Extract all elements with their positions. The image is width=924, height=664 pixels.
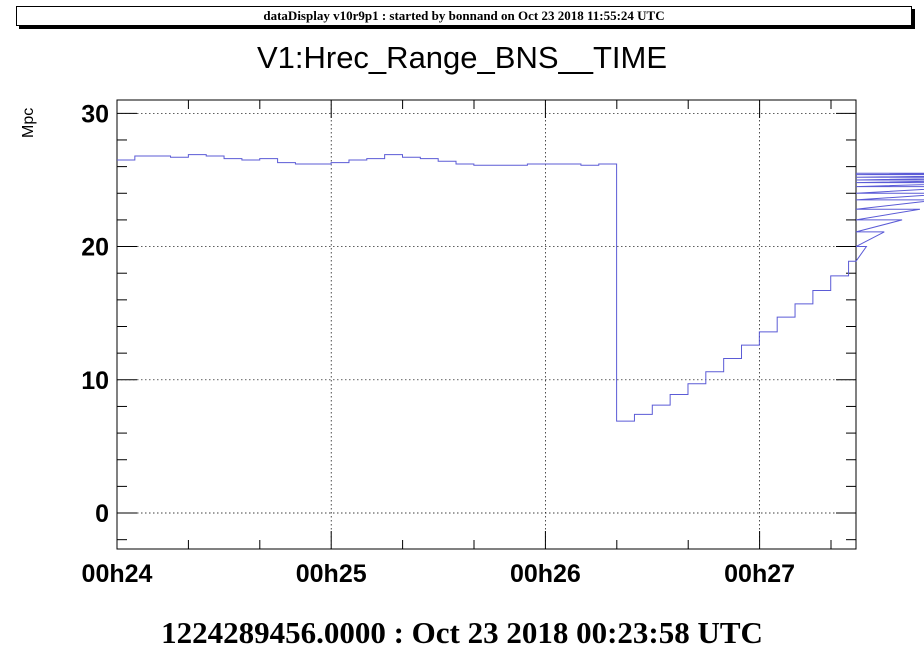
data-bin xyxy=(759,331,777,333)
data-bin xyxy=(349,159,367,161)
data-bin xyxy=(278,162,296,164)
status-banner: dataDisplay v10r9p1 : started by bonnand… xyxy=(16,6,912,26)
data-bin xyxy=(171,156,189,158)
data-bin xyxy=(634,413,652,415)
data-bin xyxy=(670,393,688,395)
data-bin xyxy=(527,163,545,165)
data-bin xyxy=(135,155,153,157)
data-bin xyxy=(260,158,278,160)
y-tick-label: 20 xyxy=(81,234,109,262)
data-bin xyxy=(688,383,706,385)
y-tick-label: 30 xyxy=(81,100,109,128)
grid-lines xyxy=(117,100,856,549)
x-tick-label: 00h24 xyxy=(82,560,153,588)
data-bin xyxy=(313,163,331,165)
data-bin xyxy=(831,275,849,277)
data-bin xyxy=(617,420,635,422)
data-bin xyxy=(295,163,313,165)
data-bin xyxy=(153,155,171,157)
data-bin xyxy=(545,163,563,165)
y-tick-label: 0 xyxy=(95,500,109,528)
data-bin xyxy=(492,164,510,166)
data-bin xyxy=(420,158,438,160)
x-tick-label: 00h27 xyxy=(724,560,795,588)
data-bin xyxy=(795,303,813,305)
data-bin xyxy=(474,164,492,166)
data-bin xyxy=(188,154,206,156)
data-bin xyxy=(510,164,528,166)
data-bin xyxy=(402,156,420,158)
data-bin xyxy=(599,163,617,165)
data-bin xyxy=(242,159,260,161)
plot-frame xyxy=(116,99,857,550)
data-bin xyxy=(742,344,760,346)
data-bin xyxy=(563,163,581,165)
series-group xyxy=(117,154,924,422)
y-tick-label: 10 xyxy=(81,367,109,395)
data-bin xyxy=(777,316,795,318)
axis-ticks xyxy=(116,100,856,549)
data-bin xyxy=(581,164,599,166)
data-bin xyxy=(724,357,742,359)
tick-labels: 00h24 00h25 00h26 00h27 0 10 20 30 xyxy=(81,100,795,588)
data-bin xyxy=(206,155,224,157)
chart-title: V1:Hrec_Range_BNS__TIME xyxy=(256,40,668,75)
data-bin xyxy=(456,163,474,165)
data-bin xyxy=(224,158,242,160)
data-bin xyxy=(813,290,831,292)
data-bin xyxy=(367,158,385,160)
x-tick-label: 00h26 xyxy=(510,560,581,588)
series-line xyxy=(117,154,924,422)
data-bin xyxy=(438,160,456,162)
gps-timestamp: 1224289456.0000 : Oct 23 2018 00:23:58 U… xyxy=(161,615,763,650)
data-bin xyxy=(849,260,856,262)
data-bin xyxy=(706,371,724,373)
data-bin xyxy=(385,154,403,156)
data-bin xyxy=(331,162,349,164)
data-bin xyxy=(117,159,135,161)
data-bin xyxy=(652,404,670,406)
x-tick-label: 00h25 xyxy=(296,560,367,588)
